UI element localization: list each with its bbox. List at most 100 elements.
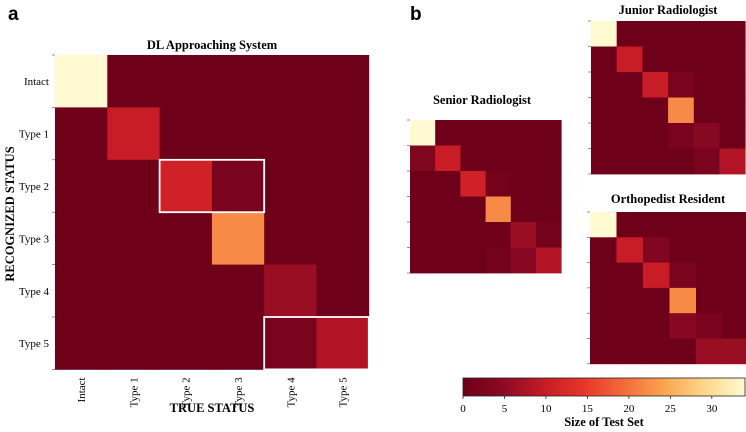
junior-cell-r4-c1 [616,123,643,149]
senior-cell-r5-c0 [410,247,436,274]
ortho-cell-r5-c1 [616,338,644,365]
dl-cell-r1-c1 [107,107,160,161]
ortho-cell-r1-c5 [722,237,746,263]
junior-heatmap [588,20,746,175]
ortho-cell-r3-c4 [696,287,723,314]
y-axis-label: RECOGNIZED STATUS [3,146,17,281]
senior-cell-r4-c4 [510,222,537,248]
colorbar: 0 5 10 15 20 25 30 [460,377,746,415]
dl-cell-r3-c0 [55,212,108,265]
dl-cell-r1-c0 [55,107,108,161]
junior-cell-r5-c3 [668,148,695,175]
dl-cell-r4-c1 [107,264,160,318]
dl-cell-r2-c3 [211,159,265,213]
ortho-cell-r5-c0 [590,338,617,365]
junior-cell-r5-c2 [642,148,669,175]
junior-cell-r0-c0 [591,21,618,47]
colorbar-label: Size of Test Set [564,415,644,429]
dl-cell-r0-c5 [316,55,370,108]
senior-cell-r4-c3 [485,222,512,248]
junior-cell-r5-c1 [616,148,643,175]
ortho-cell-r1-c0 [590,237,617,263]
senior-cell-r1-c0 [410,145,436,172]
junior-cell-r0-c2 [642,21,669,47]
ortho-cell-r3-c3 [669,287,697,314]
ortho-cell-r1-c2 [643,237,670,263]
junior-cell-r0-c5 [719,21,746,47]
dl-cell-r3-c3 [211,212,265,265]
dl-cell-r2-c0 [55,159,108,213]
junior-cell-r5-c0 [591,148,618,175]
dl-cell-r0-c3 [211,55,265,108]
junior-cell-r2-c4 [693,72,720,98]
ortho-cell-r3-c1 [616,287,644,314]
dl-x-tick-label: Type 4 [285,377,297,408]
dl-cell-r4-c3 [211,264,265,318]
senior-cell-r3-c5 [536,196,562,223]
dl-cell-r5-c0 [55,317,108,370]
dl-cell-r5-c4 [264,317,317,370]
ortho-cell-r3-c5 [722,287,746,314]
junior-cell-r4-c3 [668,123,695,149]
ortho-cell-r0-c5 [722,212,746,238]
junior-cell-r2-c1 [616,72,643,98]
junior-cell-r3-c1 [616,97,643,124]
senior-cell-r5-c2 [460,247,486,274]
dl-x-tick-label: Type 5 [338,377,350,408]
dl-x-tick-label: Type 2 [181,377,193,407]
dl-highlight-box-1 [263,316,370,371]
dl-y-tick-label: Type 1 [19,129,49,141]
ortho-cell-r4-c3 [669,313,697,339]
senior-cell-r0-c1 [435,120,461,146]
junior-cell-r4-c5 [719,123,746,149]
dl-highlight-box-0 [158,158,266,214]
ortho-cell-r1-c3 [669,237,697,263]
dl-cell-r3-c5 [316,212,370,265]
dl-cell-r4-c0 [55,264,108,318]
junior-chart-title: Junior Radiologist [619,3,719,17]
ortho-cell-r4-c0 [590,313,617,339]
senior-cell-r3-c4 [510,196,537,223]
dl-y-tick-label: Type 3 [19,233,50,245]
senior-cell-r3-c0 [410,196,436,223]
colorbar-gradient [462,377,746,397]
dl-x-tick-label: Type 1 [128,377,140,407]
colorbar-tick-label: 0 [460,403,466,415]
senior-cell-r0-c2 [460,120,486,146]
junior-cell-r5-c4 [693,148,720,175]
colorbar-tick-label: 25 [665,403,677,415]
ortho-cell-r0-c0 [590,212,617,238]
ortho-cell-r3-c0 [590,287,617,314]
ortho-cell-r2-c5 [722,262,746,289]
dl-cell-r0-c2 [159,55,213,108]
ortho-cell-r5-c5 [722,338,746,365]
dl-heatmap: Intact Type 1 Type 2 Type 3 Type 4 Type 5 Inta… [19,54,370,408]
senior-cell-r1-c1 [435,145,461,172]
dl-y-tick-label: Intact [24,76,49,88]
dl-cell-r4-c4 [264,264,317,318]
junior-cell-r1-c4 [693,46,720,73]
junior-cell-r1-c1 [616,46,643,73]
ortho-cell-r3-c2 [643,287,670,314]
junior-cell-r1-c0 [591,46,618,73]
ortho-cell-r2-c0 [590,262,617,289]
junior-cell-r0-c4 [693,21,720,47]
dl-cell-r3-c2 [159,212,213,265]
senior-cell-r5-c4 [510,247,537,274]
ortho-cell-r0-c4 [696,212,723,238]
senior-cell-r4-c1 [435,222,461,248]
dl-cell-r1-c5 [316,107,370,161]
dl-cell-r3-c4 [264,212,317,265]
dl-cell-r0-c1 [107,55,160,108]
ortho-cell-r5-c3 [669,338,697,365]
junior-cell-r3-c3 [668,97,695,124]
senior-cell-r1-c4 [510,145,537,172]
senior-cell-r2-c3 [485,171,512,197]
dl-cell-r5-c1 [107,317,160,370]
ortho-cell-r4-c2 [643,313,670,339]
senior-cell-r5-c1 [435,247,461,274]
dl-cell-r2-c1 [107,159,160,213]
dl-cell-r5-c5 [316,317,370,370]
junior-cell-r2-c2 [642,72,669,98]
